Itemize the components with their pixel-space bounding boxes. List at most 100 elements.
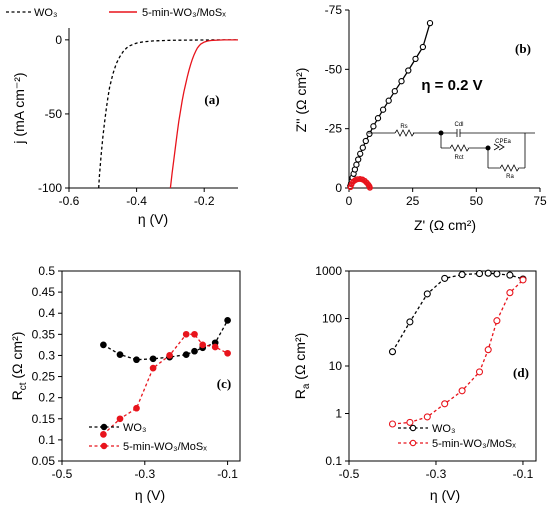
data-point-wo3 bbox=[362, 137, 369, 145]
circuit-label-cdl: Cdl bbox=[454, 122, 463, 128]
legend-entry-0: WO₃ bbox=[123, 422, 146, 434]
circuit-label-ra: Ra bbox=[506, 174, 514, 180]
series-line-1 bbox=[392, 279, 524, 425]
data-point-1 bbox=[519, 276, 527, 284]
panel-label-d: (d) bbox=[513, 365, 529, 380]
panel-label-c: (c) bbox=[217, 376, 231, 391]
series-line-1 bbox=[102, 333, 228, 435]
eta-annotation-b: η = 0.2 V bbox=[421, 77, 482, 94]
y-label-sub: ct bbox=[18, 382, 29, 390]
resistor-ra bbox=[499, 164, 520, 172]
legend-marker-1 bbox=[409, 439, 417, 447]
y-axis-label-b: Z'' (Ω cm²) bbox=[293, 68, 309, 133]
data-point-1 bbox=[199, 341, 207, 349]
data-point-0 bbox=[388, 348, 397, 356]
y-axis-label-d: Ra (Ω cm²) bbox=[292, 333, 312, 400]
x-tick-label: 75 bbox=[533, 194, 547, 208]
circuit-label-cpea: CPEa bbox=[495, 139, 511, 145]
legend-a: WO₃ 5-min-WO₃/MoSₓ bbox=[6, 7, 226, 19]
series-line-0 bbox=[98, 39, 238, 189]
y-tick-label: -100 bbox=[38, 181, 62, 195]
data-point-1 bbox=[116, 415, 124, 423]
data-point-wo3 bbox=[355, 156, 362, 163]
y-tick-label: 0.15 bbox=[32, 412, 56, 426]
y-axis-label-a: j (mA cm⁻²) bbox=[11, 72, 27, 144]
data-point-wo3 bbox=[426, 19, 434, 27]
data-point-1 bbox=[100, 431, 107, 438]
data-point-wo3 bbox=[405, 67, 412, 74]
x-tick-label: -0.3 bbox=[426, 467, 447, 481]
data-point-0 bbox=[406, 318, 414, 326]
y-tick-label: 0.3 bbox=[38, 348, 55, 362]
data-point-1 bbox=[191, 330, 198, 338]
legend-entry-wo3: WO₃ bbox=[34, 7, 57, 19]
panel-c: -0.5 -0.3 -0.1 0.05 0.1 0.15 0.2 0.25 0.3 0.35 0.4… bbox=[9, 264, 241, 503]
data-point-wo3 bbox=[419, 43, 427, 51]
data-point-0 bbox=[100, 341, 107, 349]
y-tick-label: -50 bbox=[45, 107, 63, 121]
data-point-1 bbox=[423, 413, 431, 421]
data-point-0 bbox=[191, 347, 198, 355]
panel-label-a: (a) bbox=[204, 92, 219, 107]
data-point-wo3 bbox=[359, 144, 366, 151]
y-tick-label: -50 bbox=[325, 62, 343, 76]
y-tick-label: 0.25 bbox=[32, 370, 56, 384]
legend-marker-1 bbox=[100, 442, 108, 450]
x-tick-label: 25 bbox=[406, 194, 420, 208]
data-point-0 bbox=[149, 355, 157, 363]
data-point-1 bbox=[493, 317, 501, 325]
y-label-sub: a bbox=[301, 383, 312, 389]
resistor-rct bbox=[449, 144, 470, 152]
data-point-1 bbox=[484, 346, 492, 354]
circuit-label-rs: Rs bbox=[400, 124, 407, 130]
plot-frame bbox=[61, 270, 241, 462]
x-tick-label: -0.4 bbox=[126, 194, 147, 208]
data-point-1 bbox=[388, 420, 397, 428]
series-line-0 bbox=[391, 272, 524, 353]
y-label-rest: (Ω cm²) bbox=[292, 333, 308, 384]
y-tick-label: 10 bbox=[329, 359, 343, 373]
data-point-wo3 bbox=[391, 88, 398, 95]
resistor-rs bbox=[394, 129, 415, 137]
x-tick-label: -0.1 bbox=[513, 467, 534, 481]
y-label-rest: (Ω cm²) bbox=[9, 332, 25, 383]
data-point-0 bbox=[133, 356, 140, 364]
data-point-0 bbox=[182, 351, 190, 358]
x-tick-label: -0.1 bbox=[217, 467, 238, 481]
circuit-label-rct: Rct bbox=[455, 155, 464, 161]
y-tick-label: 0.5 bbox=[38, 264, 55, 278]
y-axis-label-c: Rct (Ω cm²) bbox=[9, 332, 29, 401]
legend-entry-1: 5-min-WO₃/MoSₓ bbox=[432, 438, 516, 450]
data-point-1 bbox=[224, 349, 231, 357]
panel-d: -0.5 -0.3 -0.1 0.1 1 10 100 1000 (d) η (V) Ra (Ω c… bbox=[292, 264, 537, 503]
x-tick-label: 0 bbox=[346, 194, 353, 208]
data-point-wo3 bbox=[379, 106, 387, 113]
y-tick-label: 0.2 bbox=[38, 391, 55, 405]
x-axis-label-a: η (V) bbox=[138, 211, 168, 227]
panel-b: 0 25 50 75 -75 -50 -25 0 (b) η = 0.2 V Z' (Ω cm²) Z… bbox=[293, 3, 547, 233]
x-tick-label: -0.2 bbox=[194, 194, 215, 208]
data-point-wo3 bbox=[374, 115, 382, 122]
data-point-wo3 bbox=[366, 130, 373, 138]
series-line-1 bbox=[169, 39, 238, 189]
data-point-0 bbox=[475, 270, 484, 278]
data-point-wo3 bbox=[370, 123, 377, 130]
data-point-0 bbox=[506, 271, 514, 279]
data-point-1 bbox=[149, 364, 157, 372]
data-point-1 bbox=[211, 343, 219, 351]
legend-entry-0: WO₃ bbox=[432, 423, 455, 435]
x-tick-label: 50 bbox=[470, 194, 484, 208]
y-tick-label: -75 bbox=[325, 3, 343, 17]
legend-entry-mos: 5-min-WO₃/MoSₓ bbox=[142, 7, 226, 19]
data-point-0 bbox=[458, 271, 466, 279]
y-tick-label: 0 bbox=[335, 181, 342, 195]
panel-a: -0.6 -0.4 -0.2 -100 -50 0 (a) η (V) j (mA cm⁻²) W… bbox=[6, 7, 238, 227]
data-point-1 bbox=[166, 352, 173, 359]
cpe-symbol bbox=[493, 143, 505, 151]
data-point-1 bbox=[506, 289, 514, 297]
x-tick-label: -0.3 bbox=[134, 467, 155, 481]
legend-entry-1: 5-min-WO₃/MoSₓ bbox=[123, 441, 207, 453]
y-tick-label: 0.4 bbox=[38, 306, 55, 320]
panel-label-b: (b) bbox=[515, 41, 531, 56]
